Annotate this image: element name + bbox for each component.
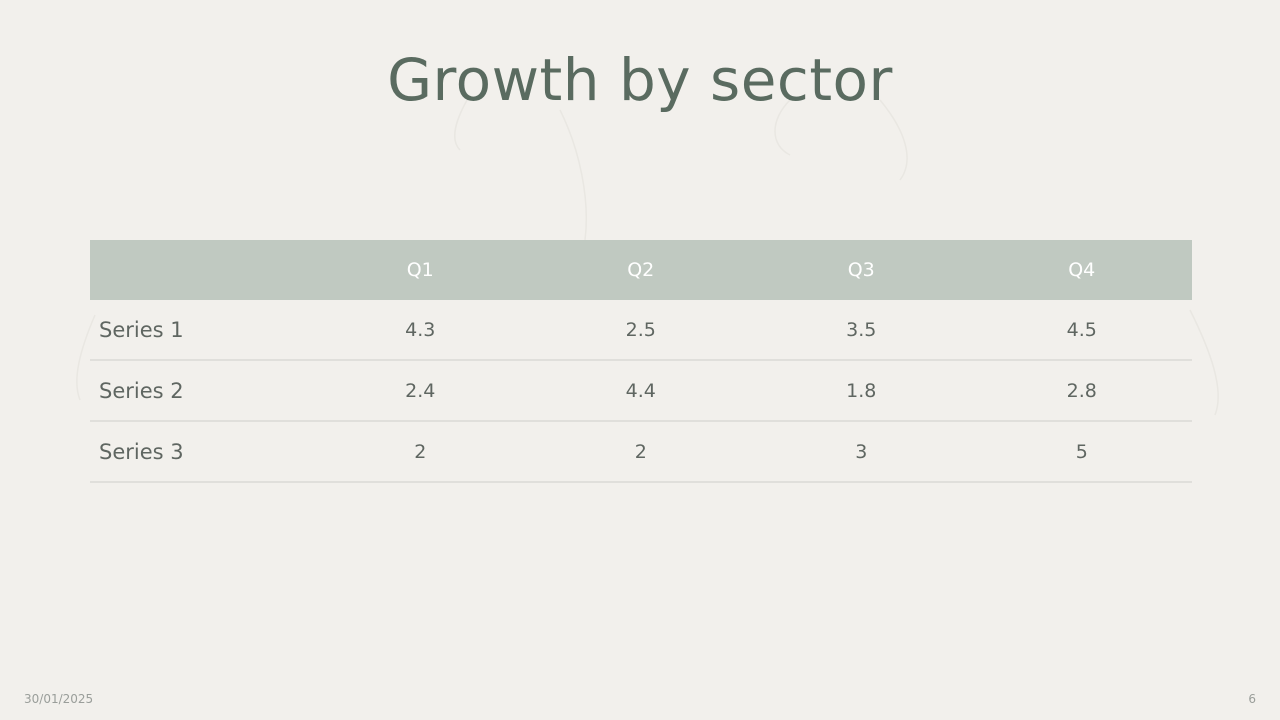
table-cell: 1.8: [751, 360, 972, 422]
table-cell: 2.4: [310, 360, 531, 422]
header-cell-q4: Q4: [971, 240, 1192, 300]
table-row: Series 3 2 2 3 5: [90, 421, 1192, 483]
header-cell-q3: Q3: [751, 240, 972, 300]
table-cell: 2.5: [530, 300, 751, 361]
header-cell-empty: [90, 240, 310, 300]
row-label: Series 3: [90, 421, 310, 483]
page-number: 6: [1248, 692, 1256, 706]
table-cell: 4.3: [310, 300, 531, 361]
table-cell: 2.8: [971, 360, 1192, 422]
row-label: Series 1: [90, 300, 310, 361]
table-cell: 4.5: [971, 300, 1192, 361]
table-cell: 3.5: [751, 300, 972, 361]
slide-title: Growth by sector: [387, 46, 893, 114]
table-cell: 2: [530, 421, 751, 483]
table-row: Series 1 4.3 2.5 3.5 4.5: [90, 300, 1192, 361]
row-label: Series 2: [90, 360, 310, 422]
header-cell-q1: Q1: [310, 240, 531, 300]
table-cell: 3: [751, 421, 972, 483]
table-cell: 2: [310, 421, 531, 483]
table-header-row: Q1 Q2 Q3 Q4: [90, 240, 1192, 300]
growth-table: Q1 Q2 Q3 Q4 Series 1 4.3 2.5 3.5 4.5 Ser…: [90, 240, 1192, 483]
table-cell: 5: [971, 421, 1192, 483]
table-cell: 4.4: [530, 360, 751, 422]
table-row: Series 2 2.4 4.4 1.8 2.8: [90, 360, 1192, 422]
header-cell-q2: Q2: [530, 240, 751, 300]
footer-date: 30/01/2025: [24, 692, 94, 706]
